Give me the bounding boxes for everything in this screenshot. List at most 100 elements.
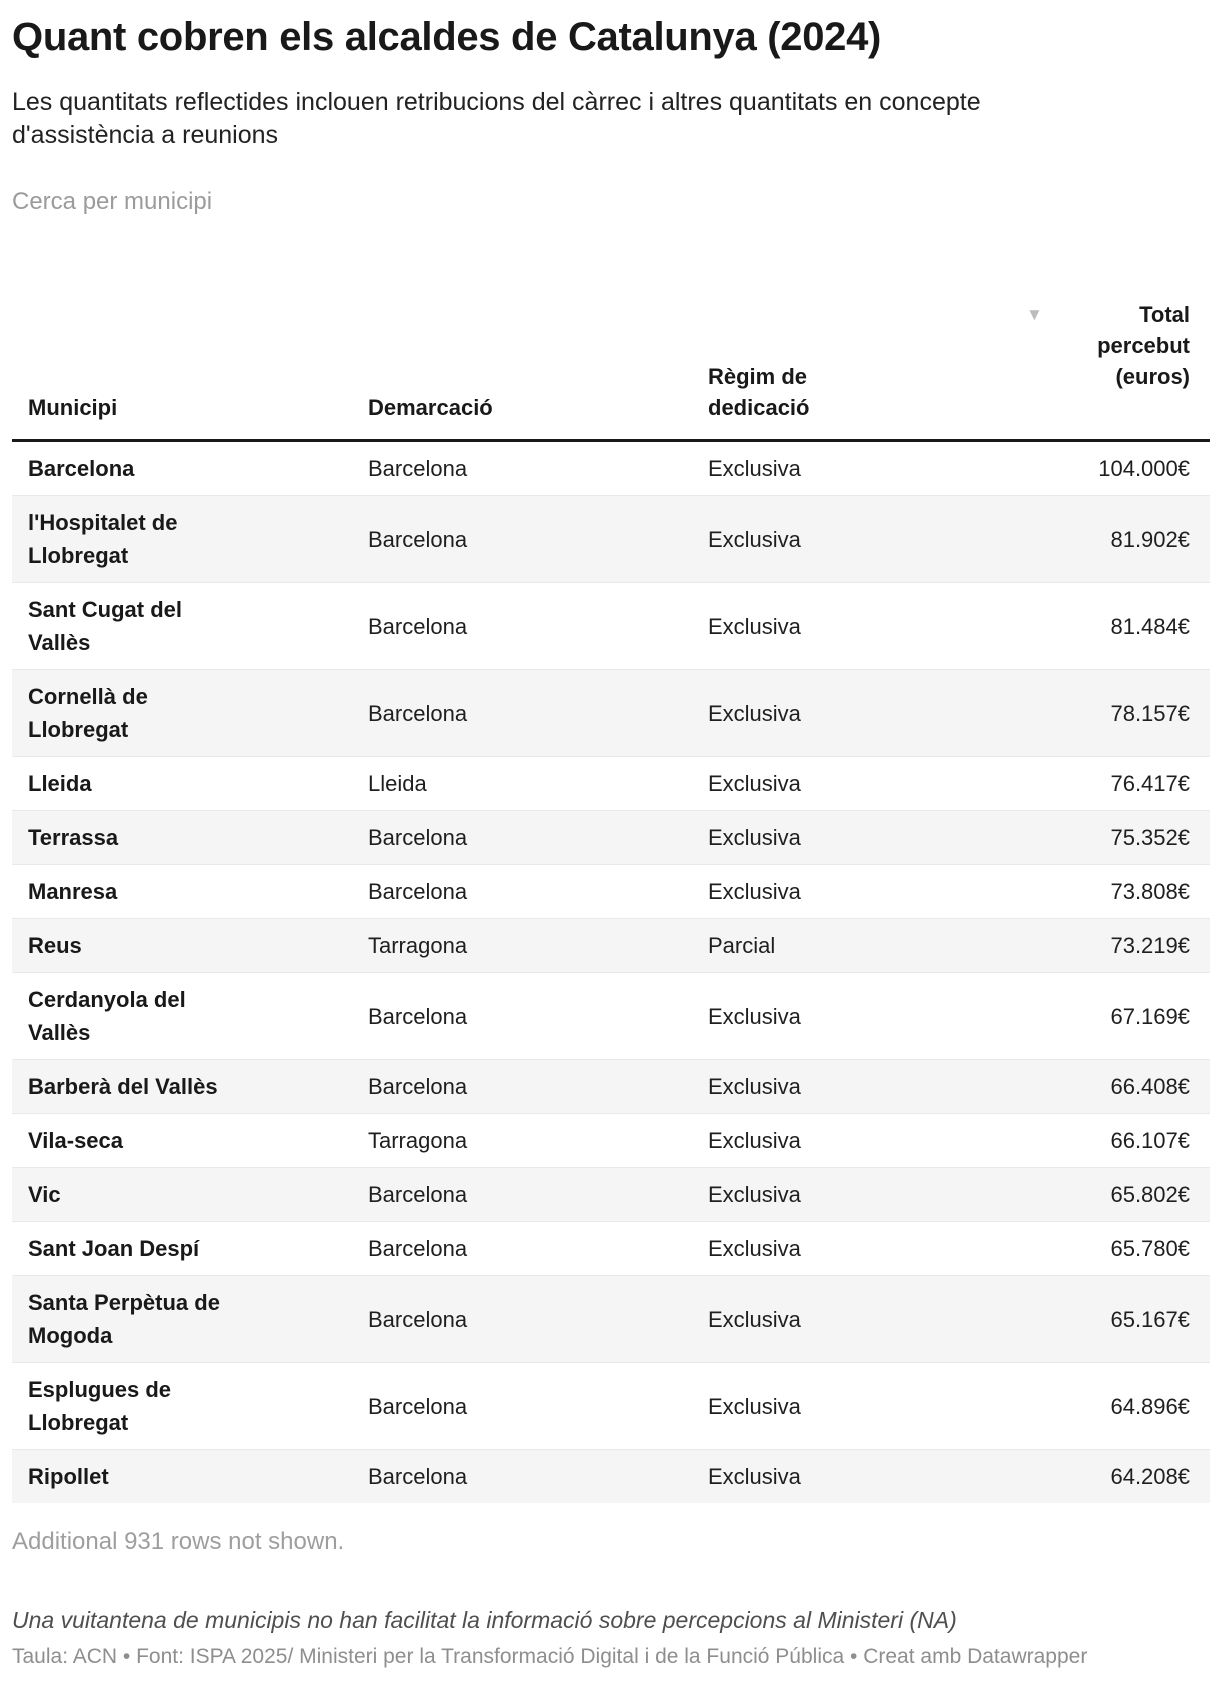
table-row: Santa Perpètua de Mogoda Barcelona Exclu… xyxy=(12,1275,1210,1363)
table-row: l'Hospitalet de Llobregat Barcelona Excl… xyxy=(12,495,1210,583)
table-row: Cerdanyola del Vallès Barcelona Exclusiv… xyxy=(12,972,1210,1060)
cell-demarcacio: Tarragona xyxy=(368,1128,468,1153)
cell-total: 65.780€ xyxy=(1110,1236,1190,1261)
cell-municipi: Cerdanyola del Vallès xyxy=(28,987,186,1045)
cell-total: 73.219€ xyxy=(1110,933,1190,958)
table-row: Lleida Lleida Exclusiva 76.417€ xyxy=(12,756,1210,811)
cell-total: 104.000€ xyxy=(1098,456,1190,481)
cell-municipi: Cornellà de Llobregat xyxy=(28,684,148,742)
cell-total: 66.408€ xyxy=(1110,1074,1190,1099)
datawrapper-credit-link[interactable]: Creat amb Datawrapper xyxy=(863,1645,1088,1668)
cell-regim: Exclusiva xyxy=(708,1306,801,1332)
cell-total: 81.902€ xyxy=(1110,526,1190,552)
cell-municipi: Santa Perpètua de Mogoda xyxy=(28,1290,220,1348)
cell-total: 65.802€ xyxy=(1110,1182,1190,1207)
cell-total: 66.107€ xyxy=(1110,1128,1190,1153)
cell-municipi: Vila-seca xyxy=(28,1128,124,1153)
table-row: Vic Barcelona Exclusiva 65.802€ xyxy=(12,1167,1210,1222)
column-header-regim[interactable]: Règim de dedicació xyxy=(708,364,810,420)
cell-regim: Parcial xyxy=(708,933,776,958)
search-wrap xyxy=(12,188,1210,220)
cell-total: 65.167€ xyxy=(1110,1306,1190,1332)
sort-desc-icon: ▼ xyxy=(1026,305,1043,324)
cell-demarcacio: Barcelona xyxy=(368,1464,468,1489)
cell-demarcacio: Barcelona xyxy=(368,1074,468,1099)
cell-regim: Exclusiva xyxy=(708,526,801,552)
table-row: Esplugues de Llobregat Barcelona Exclusi… xyxy=(12,1362,1210,1450)
cell-total: 75.352€ xyxy=(1110,825,1190,850)
cell-demarcacio: Barcelona xyxy=(368,1182,468,1207)
cell-municipi: Manresa xyxy=(28,879,118,904)
cell-demarcacio: Lleida xyxy=(368,771,427,796)
cell-total: 64.896€ xyxy=(1110,1393,1190,1419)
cell-municipi: Barcelona xyxy=(28,456,135,481)
table-row: Vila-seca Tarragona Exclusiva 66.107€ xyxy=(12,1113,1210,1168)
column-header-total-label: Total percebut (euros) xyxy=(1097,302,1190,389)
cell-demarcacio: Barcelona xyxy=(368,1393,468,1419)
cell-demarcacio: Barcelona xyxy=(368,1236,468,1261)
page-subtitle: Les quantitats reflectides inclouen retr… xyxy=(12,88,981,149)
table-row: Ripollet Barcelona Exclusiva 64.208€ xyxy=(12,1449,1210,1503)
cell-municipi: Vic xyxy=(28,1182,61,1207)
cell-regim: Exclusiva xyxy=(708,700,801,726)
table-row: Sant Cugat del Vallès Barcelona Exclusiv… xyxy=(12,582,1210,670)
cell-regim: Exclusiva xyxy=(708,771,801,796)
table-body: Barcelona Barcelona Exclusiva 104.000€ l… xyxy=(12,440,1210,1503)
cell-regim: Exclusiva xyxy=(708,825,801,850)
cell-municipi: Barberà del Vallès xyxy=(28,1074,218,1099)
cell-regim: Exclusiva xyxy=(708,1182,801,1207)
table-row: Barberà del Vallès Barcelona Exclusiva 6… xyxy=(12,1059,1210,1114)
column-header-total[interactable]: ▼ Total percebut (euros) xyxy=(1010,232,1210,441)
cell-total: 64.208€ xyxy=(1110,1464,1190,1489)
column-header-municipi[interactable]: Municipi xyxy=(28,395,118,420)
cell-demarcacio: Barcelona xyxy=(368,879,468,904)
cell-municipi: Lleida xyxy=(28,771,92,796)
table-row: Terrassa Barcelona Exclusiva 75.352€ xyxy=(12,810,1210,865)
cell-regim: Exclusiva xyxy=(708,1003,801,1029)
table-row: Sant Joan Despí Barcelona Exclusiva 65.7… xyxy=(12,1221,1210,1276)
cell-regim: Exclusiva xyxy=(708,1464,801,1489)
cell-demarcacio: Barcelona xyxy=(368,700,468,726)
cell-demarcacio: Barcelona xyxy=(368,526,468,552)
cell-municipi: Esplugues de Llobregat xyxy=(28,1377,172,1435)
cell-municipi: Ripollet xyxy=(28,1464,109,1489)
cell-municipi: l'Hospitalet de Llobregat xyxy=(28,510,178,568)
cell-demarcacio: Barcelona xyxy=(368,825,468,850)
cell-demarcacio: Barcelona xyxy=(368,613,468,639)
cell-regim: Exclusiva xyxy=(708,613,801,639)
search-input[interactable] xyxy=(12,188,612,216)
cell-municipi: Terrassa xyxy=(28,825,119,850)
cell-demarcacio: Barcelona xyxy=(368,456,468,481)
table-row: Barcelona Barcelona Exclusiva 104.000€ xyxy=(12,440,1210,496)
salary-table: Municipi Demarcació Règim de dedicació ▼… xyxy=(12,232,1210,1503)
cell-total: 73.808€ xyxy=(1110,879,1190,904)
table-row: Reus Tarragona Parcial 73.219€ xyxy=(12,918,1210,973)
table-row: Cornellà de Llobregat Barcelona Exclusiv… xyxy=(12,669,1210,757)
cell-total: 67.169€ xyxy=(1110,1003,1190,1029)
page-title: Quant cobren els alcaldes de Catalunya (… xyxy=(12,15,882,59)
source-credit: Taula: ACN • Font: ISPA 2025/ Ministeri … xyxy=(12,1645,845,1668)
cell-regim: Exclusiva xyxy=(708,1074,801,1099)
credit-separator: • xyxy=(844,1645,864,1668)
table-header-row: Municipi Demarcació Règim de dedicació ▼… xyxy=(12,232,1210,441)
cell-regim: Exclusiva xyxy=(708,1393,801,1419)
cell-demarcacio: Barcelona xyxy=(368,1003,468,1029)
cell-demarcacio: Barcelona xyxy=(368,1306,468,1332)
cell-regim: Exclusiva xyxy=(708,879,801,904)
cell-total: 78.157€ xyxy=(1110,700,1190,726)
column-header-demarcacio[interactable]: Demarcació xyxy=(368,395,493,420)
cell-regim: Exclusiva xyxy=(708,456,801,481)
cell-municipi: Reus xyxy=(28,933,82,958)
cell-demarcacio: Tarragona xyxy=(368,933,468,958)
cell-regim: Exclusiva xyxy=(708,1236,801,1261)
attribution-line: Taula: ACN • Font: ISPA 2025/ Ministeri … xyxy=(12,1643,1210,1670)
cell-municipi: Sant Cugat del Vallès xyxy=(28,597,183,655)
cell-municipi: Sant Joan Despí xyxy=(28,1236,200,1261)
cell-total: 76.417€ xyxy=(1110,771,1190,796)
data-annotation: Una vuitantena de municipis no han facil… xyxy=(12,1607,957,1633)
table-row: Manresa Barcelona Exclusiva 73.808€ xyxy=(12,864,1210,919)
cell-regim: Exclusiva xyxy=(708,1128,801,1153)
cell-total: 81.484€ xyxy=(1110,613,1190,639)
additional-rows-note: Additional 931 rows not shown. xyxy=(12,1528,345,1555)
